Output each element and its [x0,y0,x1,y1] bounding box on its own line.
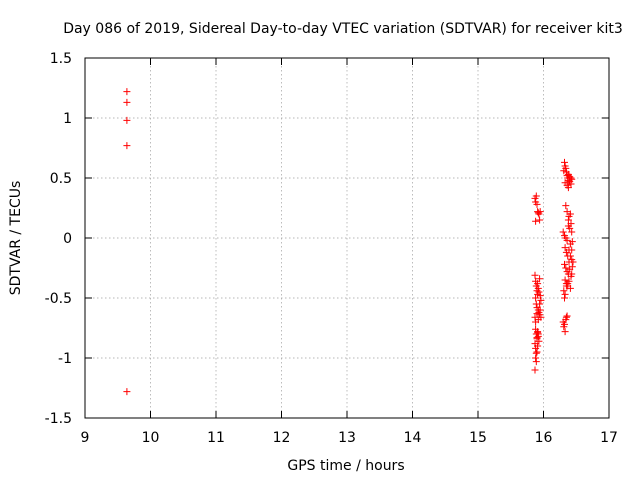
data-point [562,202,570,210]
data-point [559,228,567,236]
data-point [564,280,572,288]
data-point [560,287,568,295]
data-point [534,330,542,338]
data-point [534,342,542,350]
data-point [567,220,575,228]
data-point [532,349,540,357]
x-tick-labels: 9 10 11 12 13 14 15 16 17 [81,430,618,446]
data-point [537,296,545,304]
y-tick-labels: -1.5 -1 -0.5 0 0.5 1 1.5 [45,51,72,427]
data-point [534,280,542,288]
y-tick-label: 1.5 [50,51,72,67]
x-tick-label: 9 [81,430,90,446]
data-point [531,271,539,279]
data-point [566,252,574,260]
data-point [536,208,544,216]
y-tick-label: -1 [58,351,72,367]
data-point [560,323,568,331]
data-point [532,192,540,200]
data-point [536,306,544,314]
chart-title: Day 086 of 2019, Sidereal Day-to-day VTE… [63,21,623,37]
data-point [123,98,131,106]
data-point [536,275,544,283]
y-tick-label: -0.5 [45,291,72,307]
data-point [568,228,576,236]
data-point [536,300,544,308]
x-axis-label: GPS time / hours [287,458,404,474]
data-point [123,388,131,396]
y-tick-label: 0 [63,231,72,247]
data-point [123,142,131,150]
y-axis-label: SDTVAR / TECUs [8,181,24,296]
data-point [534,284,542,292]
data-point [566,224,574,232]
data-point [562,313,570,321]
data-point [562,264,570,272]
data-point [532,354,540,362]
data-point [566,284,574,292]
x-tick-label: 17 [600,430,618,446]
data-point [564,184,572,192]
x-tick-label: 11 [207,430,225,446]
data-point [564,216,572,224]
data-point [532,217,540,225]
data-point [566,240,574,248]
grid-lines [85,58,609,418]
data-point [568,246,576,254]
data-point [568,270,576,278]
data-point [561,294,568,302]
data-point [533,348,541,356]
x-tick-label: 12 [273,430,291,446]
data-point [561,328,569,336]
x-tick-label: 10 [142,430,160,446]
x-tick-label: 13 [338,430,356,446]
data-point [532,358,540,366]
tick-marks [84,57,610,419]
data-point [568,263,576,271]
data-point [561,244,569,252]
data-point [532,294,540,302]
data-point [535,337,543,345]
data-point [123,88,131,96]
data-point [567,174,575,182]
x-tick-label: 15 [469,430,487,446]
data-point [561,260,568,268]
data-point [537,313,545,321]
data-point [566,178,574,186]
data-point [536,216,544,224]
x-tick-label: 14 [404,430,422,446]
data-points [123,88,577,396]
data-point [563,312,571,320]
data-point [533,200,541,208]
data-point [563,208,571,216]
y-tick-label: 1 [63,111,72,127]
data-point [534,290,542,298]
data-point [561,290,569,298]
data-point [534,329,542,337]
y-tick-label: 0.5 [50,171,72,187]
data-point [123,116,131,124]
x-tick-label: 16 [535,430,553,446]
data-point [561,158,568,166]
data-point [560,167,568,175]
data-point [531,366,539,374]
data-point [534,209,542,217]
y-tick-label: -1.5 [45,411,72,427]
data-point [565,258,573,266]
data-point [561,276,569,284]
data-point [533,334,541,342]
data-point [563,236,571,244]
